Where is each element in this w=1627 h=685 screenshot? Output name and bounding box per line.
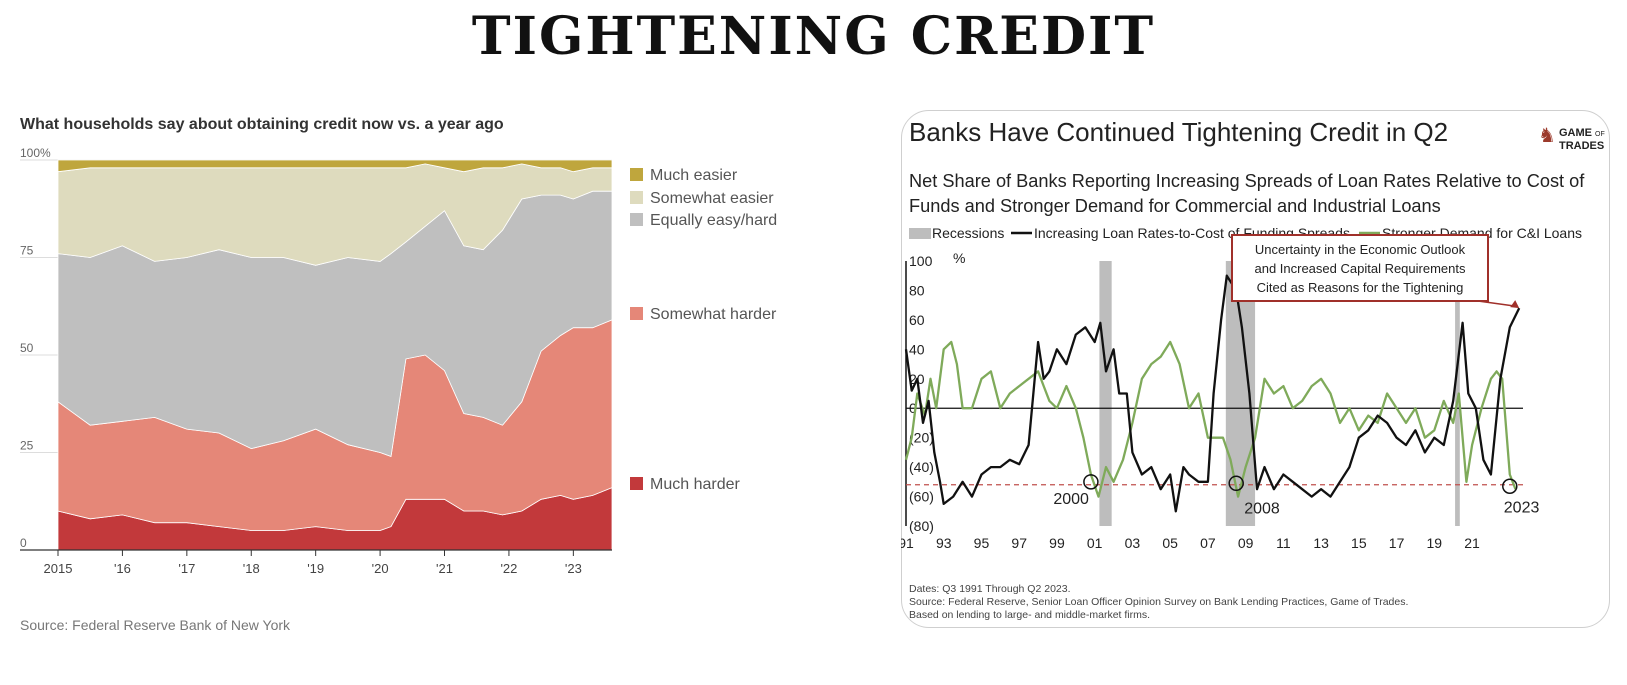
annotation-circle-2000 [1083,474,1099,490]
x-tick-label: '23 [565,561,582,576]
legend-label-somewhat-easier: Somewhat easier [650,190,774,207]
svg-text:OF: OF [1595,131,1605,138]
recession-band [1455,261,1460,526]
callout-box [1231,234,1489,302]
recession-band [1099,261,1112,526]
y-tick-label: (80) [909,518,934,534]
x-tick-label: '17 [178,561,195,576]
x-tick-label: 97 [1011,535,1027,551]
annotation-label-2008: 2008 [1244,500,1280,517]
x-tick-label: '21 [436,561,453,576]
x-tick-label: 07 [1200,535,1216,551]
x-tick-label: '22 [500,561,517,576]
x-tick-label: 19 [1427,535,1443,551]
bank-lending-panel [901,110,1610,628]
axes: 100% 75 50 25 0 2015 '16 '17 '18 '19 '20 '21 '22 '23 [20,146,612,576]
svg-text:Source: Federal Reserve, Senio: Source: Federal Reserve, Senior Loan Off… [909,596,1408,608]
x-tick-label: 91 [901,535,914,551]
x-tick-label: 93 [936,535,952,551]
x-tick-label: 13 [1313,535,1329,551]
annotation-label-2023: 2023 [1504,499,1540,516]
x-tick-label: 11 [1276,535,1291,551]
callout-text-line: Cited as Reasons for the Tightening [1257,280,1464,295]
annotation-circle-2008 [1228,475,1244,492]
svg-text:♞: ♞ [1538,125,1556,147]
x-tick-label: 99 [1049,535,1065,551]
legend-swatch-somewhat-harder [630,307,643,320]
callout-arrow-head [1510,300,1520,309]
y-tick-label: 75 [20,244,34,258]
stacked-areas [57,159,613,551]
area-much-easier [57,159,613,173]
footnotes: Dates: Q3 1991 Through Q2 2023. Source: … [909,583,1408,621]
legend-swatch-recessions [909,228,931,239]
x-tick-label: '16 [114,561,131,576]
legend-label-much-harder: Much harder [650,476,740,493]
x-tick-label: 01 [1087,535,1103,551]
x-tick-label: 95 [974,535,990,551]
x-tick-label: '20 [372,561,389,576]
x-tick-label: '18 [243,561,260,576]
legend-label-much-easier: Much easier [650,167,738,184]
x-tick-label: 09 [1238,535,1254,551]
y-tick-label: (60) [909,489,934,505]
source-note: Source: Federal Reserve Bank of New York [20,617,291,633]
callout-text-line: and Increased Capital Requirements [1254,261,1466,276]
x-tick-label: 21 [1464,535,1480,551]
chart-subtitle-line-2: Funds and Stronger Demand for Commercial… [909,196,1441,216]
y-axis-unit: % [953,250,965,266]
x-tick-label: 05 [1162,535,1178,551]
y-tick-label: 60 [909,312,925,328]
legend-swatch-much-harder [630,477,643,490]
y-tick-label: 80 [909,282,925,298]
y-tick-label: 25 [20,439,34,453]
y-tick-label: 50 [20,341,34,355]
annotation-circle-2023 [1502,478,1518,494]
chart-title: Banks Have Continued Tightening Credit i… [909,117,1448,147]
bank-lending-chart: Banks Have Continued Tightening Credit i… [901,117,1605,621]
svg-text:TRADES: TRADES [1559,140,1604,152]
x-tick-label: 03 [1125,535,1141,551]
x-tick-label: 17 [1389,535,1405,551]
legend-label-equally-easy-hard: Equally easy/hard [650,212,777,229]
series-lines [904,274,1521,513]
chart-subtitle-line-1: Net Share of Banks Reporting Increasing … [909,171,1585,191]
brand-logo: ♞ GAME OF TRADES [1538,125,1605,152]
svg-text:Dates: Q3 1991 Through Q2 2023: Dates: Q3 1991 Through Q2 2023. [909,583,1071,595]
annotation-label-2000: 2000 [1053,491,1089,508]
legend: Much easier Somewhat easier Equally easy/h… [630,167,777,493]
callout-text-line: Uncertainty in the Economic Outlook [1255,242,1466,257]
x-tick-label: 15 [1351,535,1367,551]
line-stronger-demand-for-c-i-loans [904,340,1517,498]
svg-text:GAME: GAME [1559,127,1592,139]
svg-text:Based on lending to large- and: Based on lending to large- and middle-ma… [909,609,1150,621]
annotations: 2000 2008 2023 Uncertainty in the Economic … [1053,234,1540,517]
household-credit-chart: What households say about obtaining cred… [20,116,777,633]
legend-label-somewhat-harder: Somewhat harder [650,306,777,323]
legend-label-recessions: Recessions [932,225,1004,241]
x-tick-label: '19 [307,561,324,576]
y-tick-label: (20) [909,430,934,446]
legend-swatch-much-easier [630,168,643,181]
y-tick-label: 40 [909,341,925,357]
y-tick-label: (40) [909,459,934,475]
y-tick-label: 0 [20,536,27,550]
y-tick-label: 100 [909,253,933,269]
recession-bands [1099,261,1460,526]
page-title: TIGHTENING CREDIT [471,6,1156,67]
callout-arrow [1477,300,1516,307]
chart-title: What households say about obtaining cred… [20,116,504,133]
y-tick-label: 100% [20,146,51,160]
legend-swatch-somewhat-easier [630,191,643,204]
x-tick-label: 2015 [44,561,73,576]
line-increasing-loan-rates-to-cost-of-funding-spreads [904,274,1521,513]
legend-swatch-equally-easy-hard [630,213,643,226]
